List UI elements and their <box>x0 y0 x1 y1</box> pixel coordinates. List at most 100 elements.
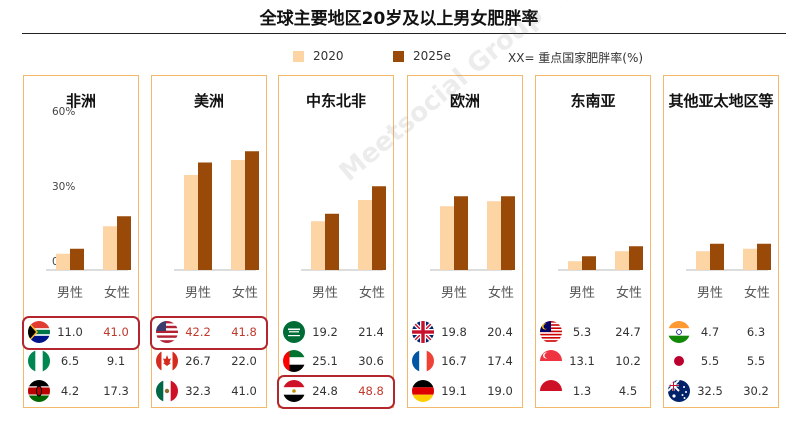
flag-indonesia-icon <box>540 380 562 402</box>
flag-uae-icon <box>283 350 305 372</box>
male-rate: 16.7 <box>441 354 467 368</box>
bar-2020 <box>231 160 245 270</box>
bar-2020 <box>311 221 325 270</box>
bar-2020 <box>743 248 757 270</box>
bar-plot: 男性 女性 <box>301 186 386 301</box>
bar-plot: 男性 女性 <box>686 243 771 301</box>
bar-2020 <box>615 251 629 270</box>
bar-2025e <box>757 243 771 270</box>
highlight-box <box>22 316 140 350</box>
male-rate: 24.8 <box>312 384 338 398</box>
male-rate: 4.2 <box>60 384 80 398</box>
flag-usa-icon <box>156 321 178 343</box>
bar-2025e <box>582 256 596 270</box>
x-tick-label: 男性 <box>312 286 338 301</box>
bar-2025e <box>325 213 339 270</box>
male-rate: 42.2 <box>185 325 211 339</box>
bar-2025e <box>245 151 259 270</box>
x-tick-label: 男性 <box>569 286 595 301</box>
bar-plot: 男性 女性 <box>558 246 643 301</box>
x-tick-label: 女性 <box>744 285 770 301</box>
male-rate: 5.3 <box>572 325 592 339</box>
male-rate: 5.5 <box>700 354 720 368</box>
region-title: 欧洲 <box>449 92 480 110</box>
male-rate: 19.8 <box>441 325 467 339</box>
male-rate: 13.1 <box>569 354 595 368</box>
bar-plot: 男性 女性 <box>430 196 515 301</box>
region-title: 美洲 <box>193 92 224 110</box>
female-rate: 30.6 <box>358 354 384 368</box>
x-tick-label: 女性 <box>616 285 642 301</box>
highlight-box <box>277 375 395 409</box>
female-rate: 17.3 <box>103 384 129 398</box>
bar-plot: 男性 女性 <box>46 216 131 301</box>
legend-swatch-2025e <box>393 51 404 62</box>
female-rate: 19.0 <box>487 384 513 398</box>
bar-2025e <box>70 248 84 270</box>
bar-2020 <box>568 261 582 270</box>
female-rate: 41.0 <box>231 384 257 398</box>
flag-malaysia-icon <box>540 321 562 343</box>
flag-india-icon <box>668 321 690 343</box>
region-panel: 东南亚 男性 女性 5.3 24.7 13.1 10.2 1.3 4.5 <box>535 75 651 408</box>
male-rate: 19.1 <box>441 384 467 398</box>
bar-2020 <box>487 201 501 270</box>
female-rate: 10.2 <box>615 354 641 368</box>
bar-2025e <box>454 196 468 270</box>
bar-2020 <box>358 200 372 270</box>
flag-uk-icon <box>412 321 434 343</box>
male-rate: 11.0 <box>57 325 83 339</box>
flag-singapore-icon <box>540 350 562 372</box>
female-rate: 41.8 <box>231 325 257 339</box>
bar-2020 <box>56 253 70 270</box>
x-tick-label: 女性 <box>232 285 258 301</box>
male-rate: 1.3 <box>572 384 592 398</box>
bar-2020 <box>440 206 454 270</box>
x-tick-label: 女性 <box>104 285 130 301</box>
bar-2025e <box>710 243 724 270</box>
flag-kenya-icon <box>28 380 50 402</box>
male-rate: 4.7 <box>700 325 720 339</box>
female-rate: 30.2 <box>743 384 769 398</box>
bar-2025e <box>629 246 643 270</box>
flag-saudi-arabia-icon <box>283 321 305 343</box>
flag-canada-icon <box>156 350 178 372</box>
y-tick-label: 30% <box>52 181 76 193</box>
flag-france-icon <box>412 350 434 372</box>
bar-2025e <box>117 216 131 270</box>
region-title: 中东北非 <box>305 92 366 110</box>
bar-2025e <box>372 186 386 270</box>
region-panel: 美洲男性 女性 42.2 41.8 26.7 22.0 32.3 41.0 <box>150 75 268 408</box>
bar-2020 <box>103 226 117 270</box>
x-tick-label: 女性 <box>488 285 514 301</box>
flag-south-africa-icon <box>28 321 50 343</box>
male-rate: 19.2 <box>312 325 338 339</box>
male-rate: 25.1 <box>312 354 338 368</box>
female-rate: 4.5 <box>618 384 638 398</box>
male-rate: 26.7 <box>185 354 211 368</box>
x-tick-label: 男性 <box>57 286 83 301</box>
flag-australia-icon <box>668 380 690 402</box>
highlight-box <box>150 316 268 350</box>
region-panel: 中东北非 男性 女性 19.2 21.4 25.1 30.6 24.8 48.8 <box>277 75 395 409</box>
female-rate: 17.4 <box>487 354 513 368</box>
flag-mexico-icon <box>156 380 178 402</box>
bar-2025e <box>501 196 515 270</box>
female-rate: 5.5 <box>746 354 766 368</box>
region-title: 其他亚太地区等 <box>668 92 774 110</box>
chart-title: 全球主要地区20岁及以上男女肥胖率 <box>259 9 539 29</box>
bar-plot: 男性 女性 <box>174 151 259 301</box>
region-panel: 欧洲男性 女性 19.8 20.4 16.7 17.4 19.1 19.0 <box>407 75 523 408</box>
flag-egypt-icon <box>283 380 305 402</box>
flag-japan-icon <box>668 350 690 372</box>
legend-swatch-2020 <box>293 51 304 62</box>
legend-note: XX= 重点国家肥胖率(%) <box>508 51 644 65</box>
male-rate: 32.3 <box>185 384 211 398</box>
title-divider <box>22 33 786 34</box>
bar-2020 <box>184 175 198 270</box>
female-rate: 20.4 <box>487 325 513 339</box>
female-rate: 22.0 <box>231 354 257 368</box>
female-rate: 6.3 <box>746 325 766 339</box>
bar-2020 <box>696 251 710 270</box>
